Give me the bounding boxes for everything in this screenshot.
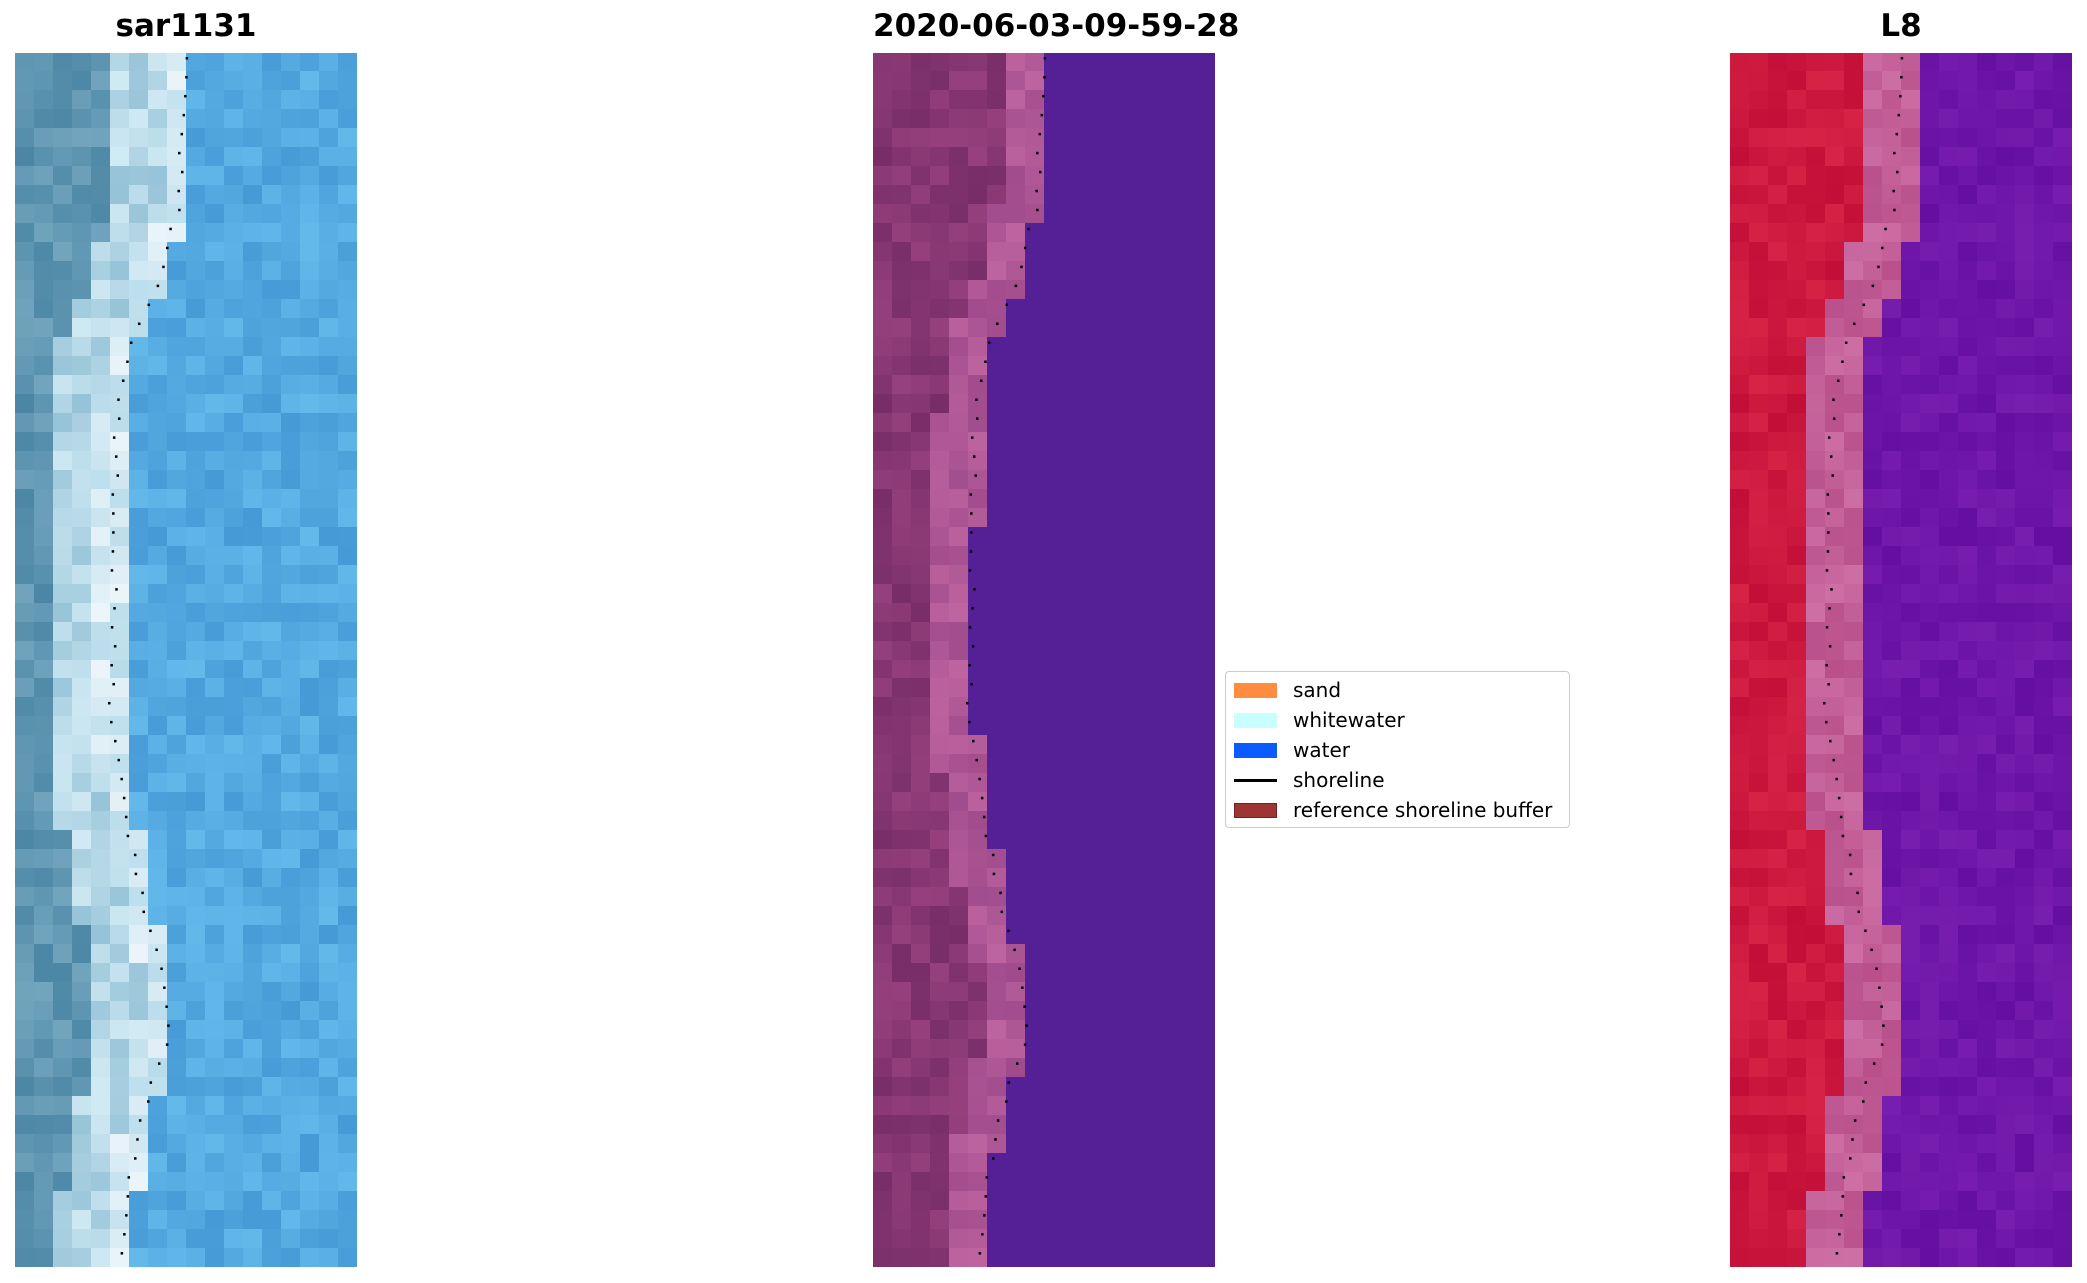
water-swatch	[1234, 742, 1277, 758]
legend-label: water	[1293, 738, 1350, 762]
panel-title-left: sar1131	[115, 8, 257, 44]
classified-image	[873, 53, 1215, 1267]
legend-label: sand	[1293, 678, 1342, 702]
legend-label: reference shoreline buffer	[1293, 798, 1553, 822]
legend-item-buffer: reference shoreline buffer	[1234, 797, 1552, 823]
shoreline-line-swatch	[1234, 778, 1277, 782]
index-image	[1730, 53, 2072, 1267]
legend-item-water: water	[1234, 737, 1350, 763]
legend-label: whitewater	[1293, 708, 1405, 732]
legend: sand whitewater water shoreline referenc…	[1225, 671, 1570, 828]
legend-label: shoreline	[1293, 768, 1385, 792]
rgb-image-panel	[15, 53, 357, 1267]
rgb-image	[15, 53, 357, 1267]
sand-swatch	[1234, 682, 1277, 698]
legend-item-whitewater: whitewater	[1234, 707, 1405, 733]
panel-title-middle: 2020-06-03-09-59-28	[873, 8, 1240, 44]
index-image-panel	[1730, 53, 2072, 1267]
panel-title-right: L8	[1880, 8, 1922, 44]
legend-item-sand: sand	[1234, 677, 1341, 703]
legend-item-shoreline: shoreline	[1234, 767, 1385, 793]
buffer-swatch	[1234, 802, 1277, 818]
whitewater-swatch	[1234, 712, 1277, 728]
classified-image-panel	[873, 53, 1215, 1267]
